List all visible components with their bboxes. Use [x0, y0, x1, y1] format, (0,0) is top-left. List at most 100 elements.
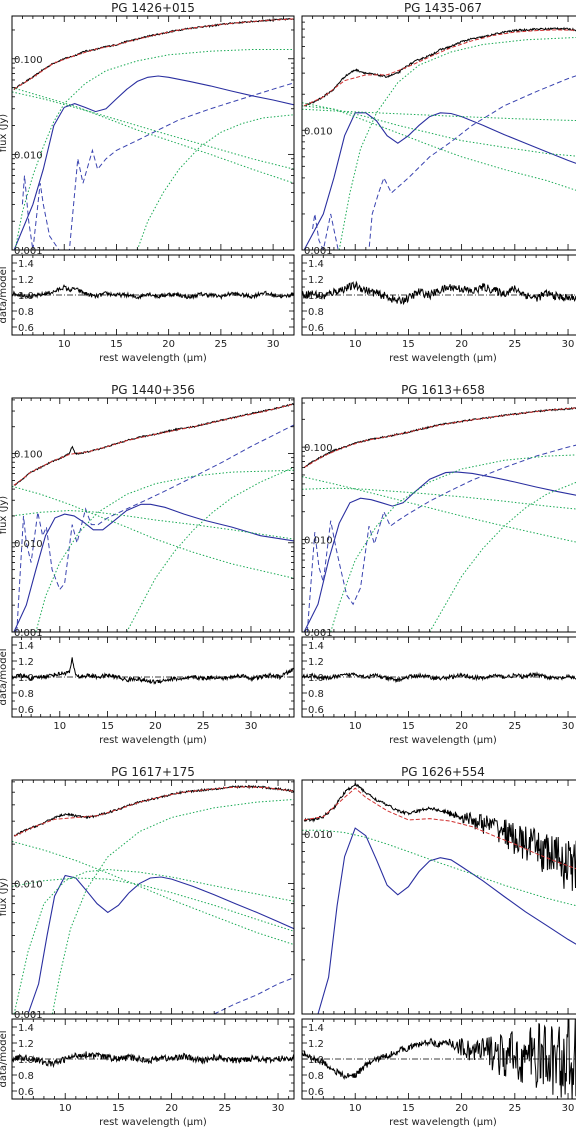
- ratio-y-axis: 0.6 0.8 1.0 1.2 1.4: [12, 254, 294, 336]
- ratio-tick-label: 1.2: [308, 275, 324, 286]
- flux-tick-label: 0.001: [304, 628, 333, 639]
- bb-curve: [12, 485, 294, 579]
- silicate-curve: [13, 75, 294, 250]
- bb-curve: [302, 487, 576, 510]
- ratio-tick-label: 1.4: [18, 259, 34, 270]
- x-tick-label: 20: [455, 721, 468, 732]
- x-tick-label: 25: [508, 1103, 521, 1114]
- flux-frame: [301, 15, 576, 251]
- x-tick-label: 10: [59, 1103, 72, 1114]
- x-tick-label: 25: [197, 721, 210, 732]
- flux-y-axis: 0.001 0.010: [12, 781, 294, 1021]
- x-axis: 10 15 20 25 30 rest wavelength (μm): [11, 780, 290, 1128]
- model-curve: [304, 787, 576, 870]
- x-tick-label: 30: [267, 339, 280, 350]
- x-tick-label: 10: [349, 721, 362, 732]
- x-tick-label: 15: [110, 339, 123, 350]
- flux-tick-label: 0.001: [14, 1010, 43, 1021]
- ratio-tick-label: 1.0: [18, 673, 34, 684]
- ratio-tick-label: 1.4: [18, 1023, 34, 1034]
- flux-tick-label: 0.010: [14, 150, 43, 161]
- flux-series-group: [302, 26, 576, 250]
- ratio-curve: [302, 671, 576, 684]
- bb-curve: [12, 509, 294, 540]
- ratio-axis-label: data/model: [0, 1030, 9, 1087]
- ratio-tick-label: 1.4: [308, 1023, 324, 1034]
- flux-frame: [11, 15, 295, 251]
- x-tick-label: 30: [562, 339, 575, 350]
- ratio-curve: [302, 1019, 576, 1099]
- flux-frame: [301, 779, 576, 1015]
- model-curve: [303, 407, 576, 469]
- bb-curve: [14, 49, 294, 250]
- ratio-tick-label: 0.8: [308, 307, 324, 318]
- flux-tick-label: 0.001: [14, 246, 43, 257]
- x-tick-label: 20: [149, 721, 162, 732]
- x-axis-label: rest wavelength (μm): [99, 735, 207, 746]
- ratio-tick-label: 0.6: [308, 705, 324, 716]
- ratio-series-group: [302, 280, 576, 306]
- x-tick-label: 15: [101, 721, 114, 732]
- x-axis: 10 15 20 25 30 rest wavelength (μm): [301, 16, 575, 364]
- x-tick-label: 15: [402, 721, 415, 732]
- flux-series-group: [302, 782, 576, 1014]
- ratio-y-axis: 0.6 0.8 1.0 1.2 1.4: [302, 1018, 324, 1100]
- x-axis: 10 15 20 25 30 rest wavelength (μm): [301, 780, 575, 1128]
- silicate-curve: [317, 827, 576, 1014]
- panel-title: PG 1617+175: [111, 765, 195, 779]
- x-axis: 10 15 20 25 30 rest wavelength (μm): [11, 16, 295, 364]
- ratio-tick-label: 0.8: [308, 1071, 324, 1082]
- ratio-tick-label: 0.8: [18, 1071, 34, 1082]
- data-curve: [303, 406, 576, 468]
- flux-tick-label: 0.001: [304, 246, 333, 257]
- pah-curve: [213, 977, 294, 1014]
- ratio-tick-label: 1.0: [18, 1055, 34, 1066]
- x-tick-label: 10: [53, 721, 66, 732]
- panel-title: PG 1626+554: [401, 765, 485, 779]
- data-curve: [304, 26, 576, 107]
- x-tick-label: 10: [349, 339, 362, 350]
- ratio-curve: [302, 280, 576, 306]
- flux-frame: [301, 397, 576, 633]
- ratio-tick-label: 1.4: [308, 259, 324, 270]
- flux-axis-label: flux (Jy): [0, 496, 9, 535]
- flux-tick-label: 0.010: [304, 830, 333, 841]
- x-tick-label: 20: [455, 1103, 468, 1114]
- model-curve: [13, 18, 294, 90]
- x-tick-label: 20: [455, 339, 468, 350]
- flux-tick-label: 0.100: [14, 450, 43, 461]
- ratio-tick-label: 1.4: [18, 641, 34, 652]
- x-tick-label: 25: [508, 339, 521, 350]
- ratio-curve: [12, 284, 294, 301]
- flux-tick-label: 0.010: [14, 539, 43, 550]
- x-tick-label: 30: [272, 1103, 285, 1114]
- panel-6: PG 1626+554 10 15 20 25 30 rest wavelength (μm…: [301, 765, 576, 1128]
- ratio-curve: [12, 657, 294, 685]
- ratio-tick-label: 0.8: [308, 689, 324, 700]
- data-curve: [303, 782, 576, 891]
- ratio-tick-label: 0.6: [308, 323, 324, 334]
- x-axis-label: rest wavelength (μm): [389, 353, 497, 364]
- flux-tick-label: 0.001: [14, 628, 43, 639]
- x-tick-label: 15: [402, 339, 415, 350]
- ratio-curve: [12, 1051, 294, 1069]
- x-tick-label: 30: [562, 1103, 575, 1114]
- bb-curve: [330, 454, 576, 632]
- bb-curve: [12, 87, 294, 184]
- x-tick-label: 10: [349, 1103, 362, 1114]
- ratio-tick-label: 1.4: [308, 641, 324, 652]
- x-tick-label: 25: [218, 1103, 231, 1114]
- x-axis-label: rest wavelength (μm): [99, 353, 207, 364]
- panel-1: PG 1426+015 10 15 20 25 30 rest wavelength (μm…: [0, 1, 295, 364]
- flux-tick-label: 0.010: [304, 536, 333, 547]
- flux-tick-label: 0.010: [14, 879, 43, 890]
- ratio-y-axis: 0.6 0.8 1.0 1.2 1.4: [302, 636, 324, 718]
- model-curve: [13, 786, 294, 837]
- flux-tick-label: 0.100: [304, 443, 333, 454]
- silicate-curve: [27, 874, 294, 1014]
- x-axis: 10 15 20 25 30 rest wavelength (μm): [11, 398, 290, 746]
- bb-curve: [302, 108, 576, 122]
- x-tick-label: 15: [402, 1103, 415, 1114]
- ratio-tick-label: 0.8: [18, 689, 34, 700]
- x-tick-label: 10: [58, 339, 71, 350]
